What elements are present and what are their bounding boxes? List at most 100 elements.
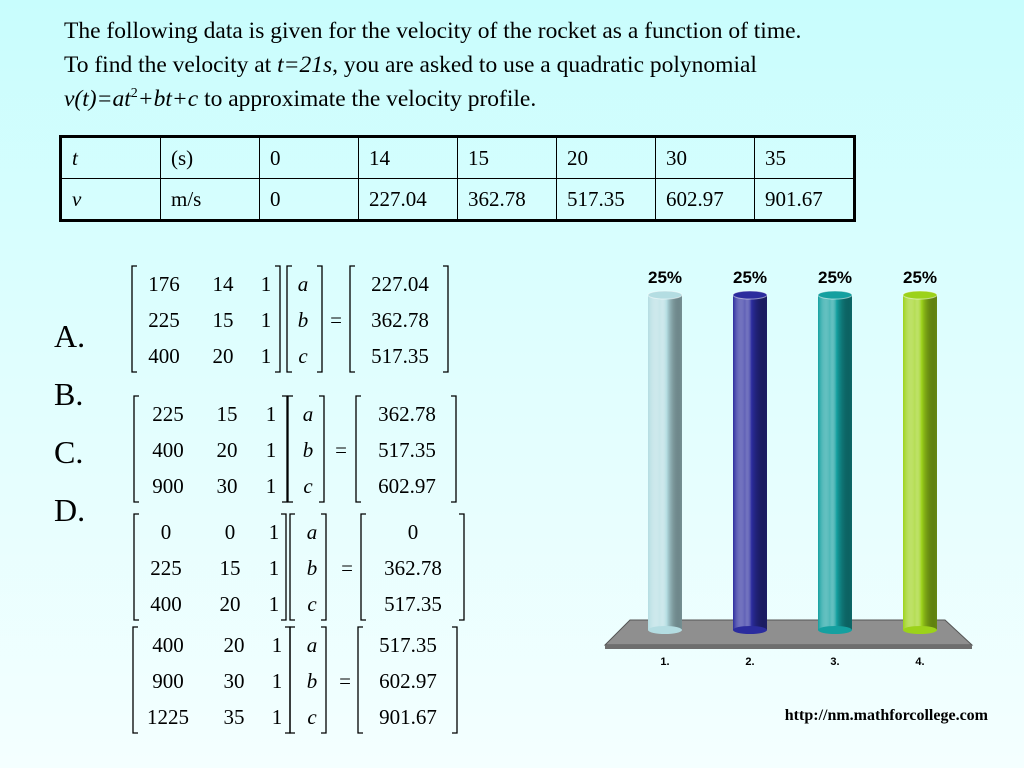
unknown-vector-bracket — [289, 626, 327, 734]
bar-data-label: 25% — [903, 268, 937, 287]
matrix-entry: 1 — [261, 272, 272, 296]
intro-line-2-post: , you are asked to use a quadratic polyn… — [332, 52, 757, 78]
table-cell: 0 — [259, 178, 359, 221]
unknown-variable: a — [307, 520, 318, 544]
matrix-entry: 1 — [272, 669, 283, 693]
bar-shading — [903, 295, 937, 630]
option-d-label[interactable]: D. — [54, 492, 86, 528]
unknown-variable: b — [298, 308, 309, 332]
rhs-entry: 362.78 — [384, 556, 442, 580]
matrix-entry: 20 — [220, 592, 241, 616]
bar-base — [733, 626, 767, 634]
bar-base — [818, 626, 852, 634]
table-cell: 0 — [259, 136, 359, 179]
unknown-variable: b — [303, 438, 314, 462]
table-cell: 362.78 — [457, 178, 557, 221]
intro-line-3-post: to approximate the velocity profile. — [198, 86, 537, 112]
coefficient-matrix-bracket — [131, 265, 281, 373]
bar-shading — [648, 295, 682, 630]
matrix-entry: 900 — [152, 474, 184, 498]
bar-base — [648, 626, 682, 634]
matrix-entry: 225 — [150, 556, 182, 580]
bar-top — [732, 290, 768, 300]
intro-line-1: The following data is given for the velo… — [64, 18, 802, 44]
matrix-entry: 400 — [152, 633, 184, 657]
problem-statement: The following data is given for the velo… — [64, 14, 984, 116]
rhs-entry: 227.04 — [371, 272, 429, 296]
matrix-entry: 1 — [266, 402, 277, 426]
bar-shading — [818, 295, 852, 630]
table-cell: m/s — [160, 178, 260, 221]
table-cell: 227.04 — [358, 178, 458, 221]
matrix-entry: 0 — [225, 520, 236, 544]
bar-top — [817, 290, 853, 300]
matrix-entry: 30 — [224, 669, 245, 693]
matrix-entry: 1 — [272, 633, 283, 657]
option-c-label[interactable]: C. — [54, 434, 84, 470]
table-cell: (s) — [160, 136, 260, 179]
matrix-entry: 1 — [272, 705, 283, 729]
velocity-data-table: t (s) 0 14 15 20 30 35 v m/s 0 227.04 36… — [59, 135, 856, 222]
unknown-vector-bracket — [286, 265, 323, 373]
matrix-entry: 400 — [152, 438, 184, 462]
unknown-variable: c — [303, 474, 313, 498]
rhs-vector-bracket — [349, 265, 449, 373]
bar-3 — [817, 290, 853, 634]
bar-category-label: 2. — [745, 656, 754, 668]
matrix-entry: 225 — [148, 308, 180, 332]
bar-category-label: 1. — [660, 656, 669, 668]
matrix-entry: 15 — [220, 556, 241, 580]
bar-top — [902, 290, 938, 300]
matrix-entry: 35 — [224, 705, 245, 729]
rhs-entry: 901.67 — [379, 705, 437, 729]
matrix-entry: 1 — [269, 520, 280, 544]
bar-2 — [732, 290, 768, 634]
intro-time-value: t=21s — [277, 52, 333, 78]
rhs-entry: 362.78 — [371, 308, 429, 332]
unknown-vector-bracket — [289, 513, 327, 621]
chart-floor-edge — [605, 645, 972, 649]
table-cell: t — [60, 136, 161, 179]
table-cell: 901.67 — [754, 178, 855, 221]
matrix-entry: 1 — [266, 438, 277, 462]
bar-category-label: 3. — [830, 656, 839, 668]
rhs-entry: 517.35 — [378, 438, 436, 462]
table-cell: 602.97 — [655, 178, 755, 221]
intro-line-2-pre: To find the velocity at — [64, 52, 278, 78]
bar-shading — [733, 295, 767, 630]
unknown-vector-bracket — [287, 395, 325, 503]
matrix-entry: 225 — [152, 402, 184, 426]
option-a-label[interactable]: A. — [54, 318, 86, 354]
footer-url[interactable]: http://nm.mathforcollege.com — [784, 707, 988, 724]
bar-base — [903, 626, 937, 634]
bar-data-label: 25% — [648, 268, 682, 287]
unknown-variable: a — [307, 633, 318, 657]
matrix-entry: 400 — [148, 344, 180, 368]
rhs-entry: 602.97 — [379, 669, 437, 693]
bar-4 — [902, 290, 938, 634]
matrix-entry: 400 — [150, 592, 182, 616]
option-b-label[interactable]: B. — [54, 376, 84, 412]
rhs-entry: 517.35 — [379, 633, 437, 657]
matrix-entry: 20 — [224, 633, 245, 657]
equals-sign: = — [330, 308, 342, 332]
unknown-variable: b — [307, 556, 318, 580]
intro-equation-tail: +bt+c — [137, 86, 199, 112]
matrix-entry: 15 — [213, 308, 234, 332]
coefficient-matrix-bracket — [133, 395, 288, 503]
coefficient-matrix-bracket — [133, 513, 287, 621]
bar-data-label: 25% — [733, 268, 767, 287]
rhs-vector-bracket — [355, 395, 457, 503]
intro-exponent: 2 — [130, 86, 138, 102]
intro-equation: v(t)=at — [64, 86, 131, 112]
matrix-entry: 1225 — [147, 705, 189, 729]
unknown-variable: c — [298, 344, 308, 368]
matrix-entry: 176 — [148, 272, 180, 296]
table-row-velocity: v m/s 0 227.04 362.78 517.35 602.97 901.… — [60, 178, 855, 221]
bar-top — [647, 290, 683, 300]
table-cell: 30 — [655, 136, 755, 179]
bar-1 — [647, 290, 683, 634]
matrix-entry: 1 — [269, 592, 280, 616]
matrix-entry: 0 — [161, 520, 172, 544]
rhs-vector-bracket — [360, 513, 465, 621]
